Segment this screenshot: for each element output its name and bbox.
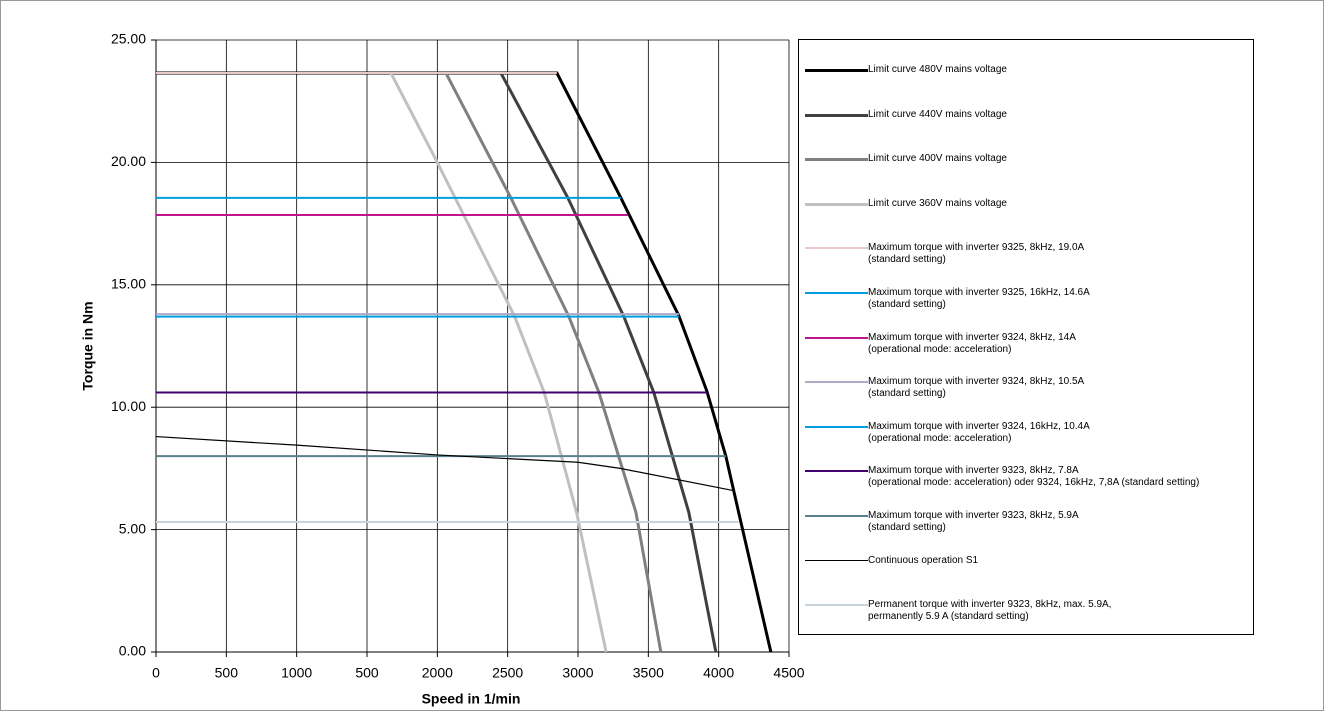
legend-entry: Maximum torque with inverter 9324, 16kHz… (805, 421, 1090, 445)
legend-entry: Maximum torque with inverter 9325, 8kHz,… (805, 242, 1084, 266)
legend-swatch (805, 69, 868, 72)
x-tick-label: 0 (152, 665, 160, 681)
y-tick-label: 20.00 (111, 153, 146, 169)
x-tick-label: 1000 (281, 665, 312, 681)
legend-label: Maximum torque with inverter 9324, 16kHz… (868, 420, 1090, 444)
legend-swatch (805, 559, 868, 561)
legend-entry: Limit curve 360V mains voltage (805, 198, 1007, 210)
legend-label: Permanent torque with inverter 9323, 8kH… (868, 599, 1112, 623)
y-tick-label: 25.00 (111, 31, 146, 47)
legend-entry: Maximum torque with inverter 9325, 16kHz… (805, 287, 1090, 311)
legend-entry: Maximum torque with inverter 9323, 8kHz,… (805, 510, 1079, 534)
x-tick-label: 4500 (773, 665, 804, 681)
legend-label: Maximum torque with inverter 9323, 8kHz,… (868, 465, 1200, 489)
series-line (499, 72, 718, 653)
legend-label: Continuous operation S1 (868, 554, 979, 566)
legend-swatch (805, 515, 868, 517)
series-line (155, 435, 733, 492)
x-axis-label: Speed in 1/min (422, 691, 521, 707)
y-axis-label: Torque in Nm (80, 301, 96, 390)
legend-swatch (805, 470, 868, 473)
legend-swatch (805, 247, 868, 250)
x-tick-label: 3500 (633, 665, 664, 681)
x-tick-label: 4000 (703, 665, 734, 681)
legend-entry: Maximum torque with inverter 9323, 8kHz,… (805, 465, 1199, 489)
y-tick-label: 5.00 (119, 520, 146, 536)
legend-label: Maximum torque with inverter 9324, 8kHz,… (868, 376, 1085, 400)
legend-label: Maximum torque with inverter 9325, 8kHz,… (868, 242, 1085, 266)
legend-swatch (805, 381, 868, 384)
legend-label: Limit curve 400V mains voltage (868, 153, 1007, 165)
legend-swatch (805, 158, 868, 162)
legend-swatch (805, 425, 868, 428)
legend-label: Maximum torque with inverter 9323, 8kHz,… (868, 510, 1079, 533)
x-tick-label: 2500 (492, 665, 523, 681)
series-line (444, 72, 663, 653)
x-tick-label: 2000 (422, 665, 453, 681)
y-tick-label: 10.00 (111, 398, 146, 414)
legend-entry: Limit curve 440V mains voltage (805, 109, 1007, 121)
x-tick-label: 3000 (562, 665, 593, 681)
legend-label: Limit curve 480V mains voltage (868, 64, 1007, 75)
series-line (156, 71, 773, 653)
legend-entry: Continuous operation S1 (805, 555, 978, 567)
legend-label: Maximum torque with inverter 9325, 16kHz… (868, 287, 1090, 310)
legend-swatch (805, 113, 868, 117)
x-tick-label: 500 (215, 665, 239, 681)
legend-entry: Limit curve 400V mains voltage (805, 153, 1007, 165)
y-tick-label: 15.00 (111, 276, 146, 292)
y-tick-label: 0.00 (119, 643, 146, 659)
legend: Limit curve 480V mains voltage Limit curv… (798, 39, 1254, 635)
legend-entry: Maximum torque with inverter 9324, 8kHz,… (805, 332, 1076, 356)
legend-swatch (805, 292, 868, 294)
legend-entry: Maximum torque with inverter 9324, 8kHz,… (805, 376, 1084, 400)
legend-swatch (805, 202, 868, 206)
legend-entry: Limit curve 480V mains voltage (805, 64, 1007, 76)
series-line (389, 72, 608, 653)
legend-label: Limit curve 360V mains voltage (868, 197, 1007, 209)
x-tick-label: 500 (355, 665, 379, 681)
legend-entry: Permanent torque with inverter 9323, 8kH… (805, 599, 1111, 623)
legend-swatch (805, 336, 868, 339)
legend-swatch (805, 604, 868, 607)
legend-label: Limit curve 440V mains voltage (868, 108, 1007, 120)
legend-label: Maximum torque with inverter 9324, 8kHz,… (868, 331, 1076, 355)
